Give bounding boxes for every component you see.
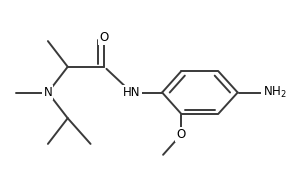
- Text: O: O: [100, 31, 109, 44]
- Text: O: O: [176, 128, 186, 141]
- Text: N: N: [43, 86, 52, 99]
- Text: NH$_2$: NH$_2$: [263, 85, 286, 100]
- Text: HN: HN: [123, 86, 140, 99]
